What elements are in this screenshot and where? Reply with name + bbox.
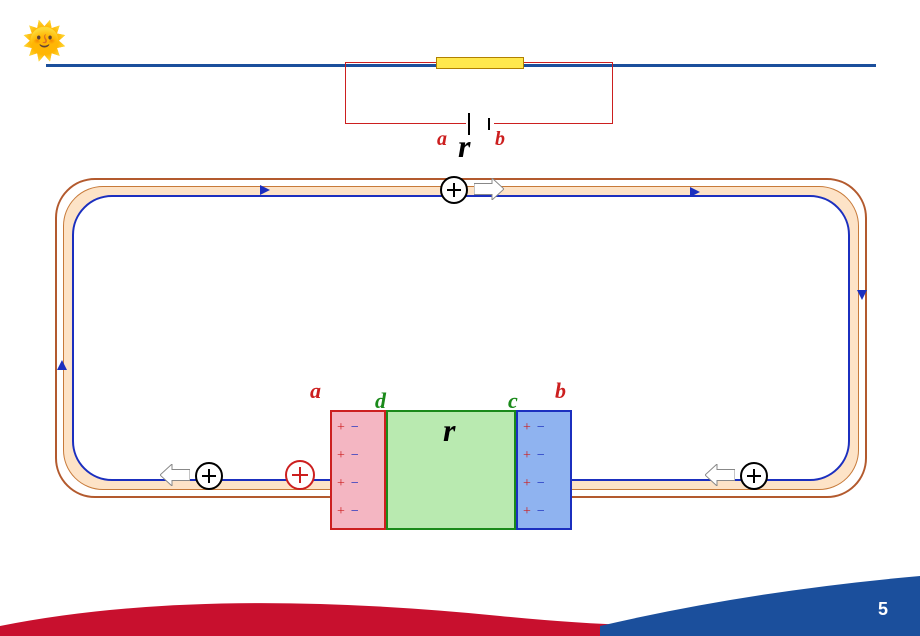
top-battery-short-terminal: [488, 118, 490, 130]
charge-meter: [740, 462, 768, 490]
page-number: 5: [878, 599, 888, 620]
sun-icon: 🌞: [22, 20, 67, 62]
direction-arrow-icon: [705, 464, 735, 486]
label-top-r: r: [458, 128, 470, 165]
charge-meter: [285, 460, 315, 490]
direction-arrow-icon: [160, 464, 190, 486]
label-top-b: b: [495, 128, 505, 151]
top-resistor: [436, 57, 524, 69]
charge-meter: [195, 462, 223, 490]
label-main-a: a: [310, 378, 321, 404]
label-main-r: r: [443, 412, 455, 449]
label-main-c: c: [508, 388, 518, 414]
label-main-d: d: [375, 388, 386, 414]
top-circuit: [345, 62, 613, 124]
footer-wave: [0, 576, 920, 636]
charge-meter: [440, 176, 468, 204]
charges-right: +−+−+−+−: [523, 414, 545, 526]
label-main-b: b: [555, 378, 566, 404]
label-top-a: a: [437, 128, 447, 151]
direction-arrow-icon: [474, 178, 504, 200]
charges-left: +−+−+−+−: [337, 414, 359, 526]
